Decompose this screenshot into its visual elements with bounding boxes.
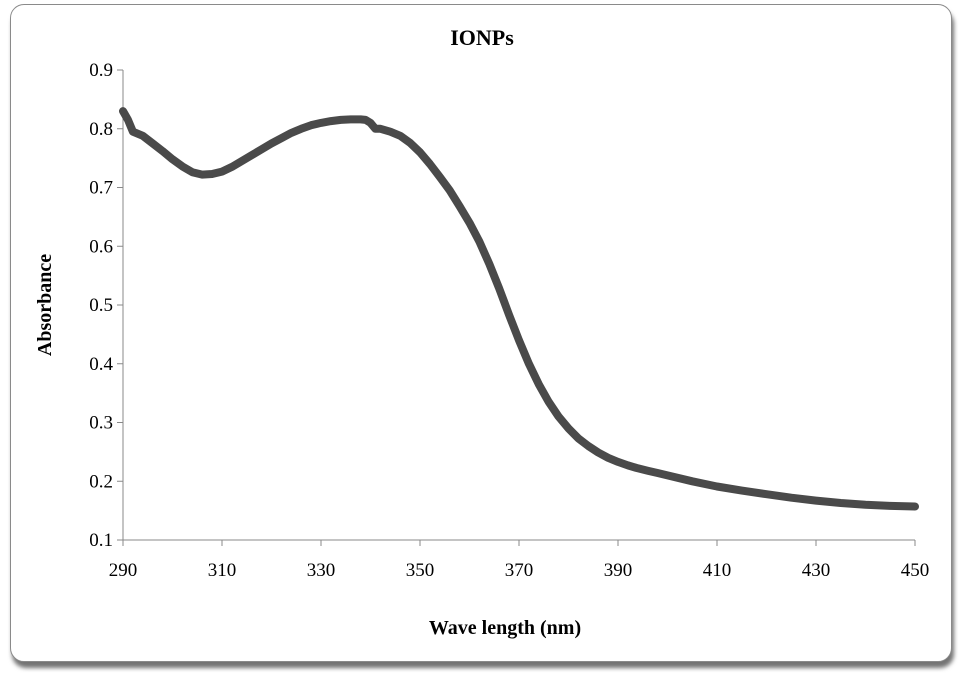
y-axis-label: Absorbance: [34, 254, 56, 356]
x-axis: 290 310 330 350 370 390 410 430 450: [109, 539, 930, 581]
x-tick-label: 450: [901, 560, 930, 581]
chart-title: IONPs: [450, 25, 514, 50]
x-tick-label: 350: [406, 560, 435, 581]
absorbance-series-line: [119, 107, 919, 511]
x-tick-label: 430: [802, 560, 831, 581]
chart-frame: [10, 4, 952, 662]
x-tick-label: 330: [307, 560, 336, 581]
x-tick-label: 390: [604, 560, 633, 581]
y-tick-label: 0.6: [89, 236, 113, 257]
x-tick-label: 310: [208, 560, 237, 581]
y-tick-label: 0.8: [89, 119, 113, 140]
y-tick-label: 0.7: [89, 178, 113, 199]
y-tick-label: 0.4: [89, 354, 113, 375]
x-axis-label: Wave length (nm): [429, 617, 581, 639]
x-tick-label: 290: [109, 560, 138, 581]
y-tick-label: 0.3: [89, 413, 113, 434]
x-tick-label: 370: [505, 560, 534, 581]
x-tick-label: 410: [703, 560, 732, 581]
y-axis: 0.1 0.2 0.3 0.4 0.5 0.6 0.7 0.8 0.9: [89, 60, 124, 551]
y-tick-label: 0.1: [89, 530, 113, 551]
y-tick-label: 0.2: [89, 471, 113, 492]
y-tick-label: 0.5: [89, 295, 113, 316]
y-tick-label: 0.9: [89, 60, 113, 81]
